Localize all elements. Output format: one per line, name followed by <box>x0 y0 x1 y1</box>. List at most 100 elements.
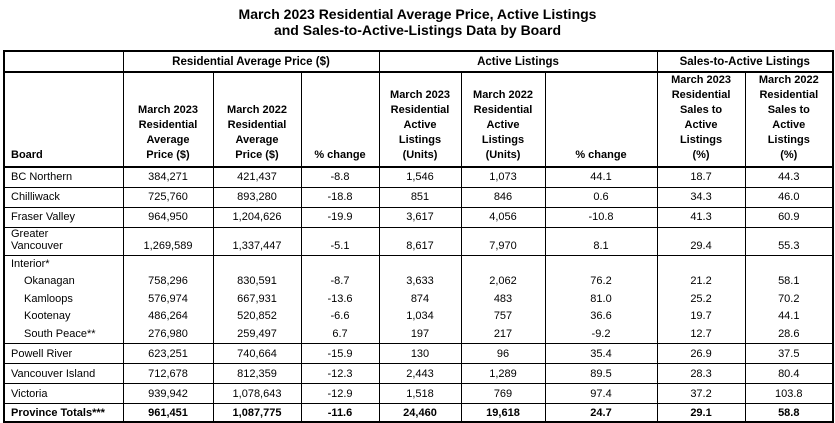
board-cell: Chilliwack <box>3 186 124 208</box>
column-header-price-pct-change: % change <box>300 71 380 168</box>
value-cell: 939,942 <box>122 383 214 405</box>
value-cell: 96 <box>460 343 546 365</box>
value-cell: 1,546 <box>378 166 462 188</box>
value-cell: 97.4 <box>544 383 658 405</box>
value-cell: 2,443 <box>378 363 462 385</box>
sub-value: -8.7 <box>330 275 350 288</box>
value-cell: 41.3 <box>656 206 746 228</box>
board-cell: Victoria <box>3 383 124 405</box>
column-header-march-2023-avg-price: March 2023 Residential Average Price ($) <box>122 71 214 168</box>
sub-value: 70.2 <box>778 292 800 305</box>
value-cell: 28.3 <box>656 363 746 385</box>
board-sub-label: South Peace** <box>24 327 96 340</box>
sub-value: 1,034 <box>406 310 434 323</box>
value-cell: 740,664 <box>212 343 302 365</box>
value-cell: 19,618 <box>460 403 546 423</box>
value-cell: 18.7 <box>656 166 746 188</box>
value-cell: 812,359 <box>212 363 302 385</box>
blank-line <box>214 256 300 273</box>
sub-value: 25.2 <box>690 292 712 305</box>
sub-value: 21.2 <box>690 275 712 288</box>
sub-value: 76.2 <box>590 275 612 288</box>
sub-value: 486,264 <box>148 310 188 323</box>
board-cell: BC Northern <box>3 166 124 188</box>
value-cell: 846 <box>460 186 546 208</box>
value-cell: 89.5 <box>544 363 658 385</box>
blank-line <box>658 256 744 273</box>
value-cell: 7,970 <box>460 226 546 256</box>
table-row: Powell River 623,251 740,664 -15.9 130 96 35.4… <box>3 343 834 365</box>
value-cell: 1,078,643 <box>212 383 302 405</box>
value-cell: 4,056 <box>460 206 546 228</box>
value-cell: 1,204,626 <box>212 206 302 228</box>
value-cell: 55.3 <box>744 226 834 256</box>
value-cell: 37.5 <box>744 343 834 365</box>
value-cell: 1,289 <box>460 363 546 385</box>
value-cell: 21.2 25.2 19.7 12.7 <box>656 254 746 345</box>
sub-value: -13.6 <box>327 292 353 305</box>
sub-value: 36.6 <box>590 310 612 323</box>
value-cell: -5.1 <box>300 226 380 256</box>
sub-value: 3,633 <box>406 275 434 288</box>
value-cell: -12.3 <box>300 363 380 385</box>
value-cell: -18.8 <box>300 186 380 208</box>
table-row: Fraser Valley 964,950 1,204,626 -19.9 3,617 4… <box>3 206 834 228</box>
value-cell: 58.8 <box>744 403 834 423</box>
value-cell: 44.3 <box>744 166 834 188</box>
value-cell: 26.9 <box>656 343 746 365</box>
value-cell: 130 <box>378 343 462 365</box>
value-cell: 80.4 <box>744 363 834 385</box>
value-cell: 421,437 <box>212 166 302 188</box>
value-cell: -12.9 <box>300 383 380 405</box>
value-cell: 712,678 <box>122 363 214 385</box>
sub-value: 44.1 <box>778 310 800 323</box>
value-cell: 1,073 <box>460 166 546 188</box>
group-header-sales-to-active-listings: Sales-to-Active Listings <box>656 50 834 73</box>
value-cell: -10.8 <box>544 206 658 228</box>
sub-value: 12.7 <box>690 327 712 340</box>
blank-line <box>302 256 378 273</box>
sub-value: 874 <box>410 292 430 305</box>
value-cell: 24.7 <box>544 403 658 423</box>
value-cell: 8,617 <box>378 226 462 256</box>
table-row: Vancouver Island 712,678 812,359 -12.3 2,443… <box>3 363 834 385</box>
sub-value: 19.7 <box>690 310 712 323</box>
sub-value: -9.2 <box>591 327 611 340</box>
value-cell: 35.4 <box>544 343 658 365</box>
blank-line <box>746 256 832 273</box>
sub-value: 2,062 <box>489 275 517 288</box>
sub-value: 276,980 <box>148 327 188 340</box>
sub-value: 830,591 <box>237 275 277 288</box>
value-cell: 1,087,775 <box>212 403 302 423</box>
board-cell: Greater Vancouver <box>3 226 124 256</box>
value-cell: 24,460 <box>378 403 462 423</box>
column-header-march-2023-active-listings: March 2023 Residential Active Listings (… <box>378 71 462 168</box>
sub-value: 259,497 <box>237 327 277 340</box>
sub-value: 81.0 <box>590 292 612 305</box>
value-cell: 58.1 70.2 44.1 28.6 <box>744 254 834 345</box>
column-header-march-2022-avg-price: March 2022 Residential Average Price ($) <box>212 71 302 168</box>
group-header-residential-average-price: Residential Average Price ($) <box>122 50 380 73</box>
value-cell: -15.9 <box>300 343 380 365</box>
table-body: BC Northern 384,271 421,437 -8.8 1,546 1,073 4… <box>3 166 834 423</box>
value-cell: 769 <box>460 383 546 405</box>
value-cell: 34.3 <box>656 186 746 208</box>
board-sub-label: Okanagan <box>24 275 75 288</box>
value-cell: -19.9 <box>300 206 380 228</box>
sub-value: 520,852 <box>237 310 277 323</box>
sub-value: -6.6 <box>330 310 350 323</box>
value-cell: 46.0 <box>744 186 834 208</box>
board-cell: Fraser Valley <box>3 206 124 228</box>
value-cell: 961,451 <box>122 403 214 423</box>
sub-value: 667,931 <box>237 292 277 305</box>
table-row: BC Northern 384,271 421,437 -8.8 1,546 1,073 4… <box>3 166 834 188</box>
column-header-listings-pct-change: % change <box>544 71 658 168</box>
value-cell: 384,271 <box>122 166 214 188</box>
sub-value: 758,296 <box>148 275 188 288</box>
value-cell: 725,760 <box>122 186 214 208</box>
blank-line <box>124 256 212 273</box>
sub-value: 576,974 <box>148 292 188 305</box>
column-header-march-2022-active-listings: March 2022 Residential Active Listings (… <box>460 71 546 168</box>
board-data-table: Residential Average Price ($) Active Lis… <box>3 50 835 423</box>
value-cell: 830,591 667,931 520,852 259,497 <box>212 254 302 345</box>
